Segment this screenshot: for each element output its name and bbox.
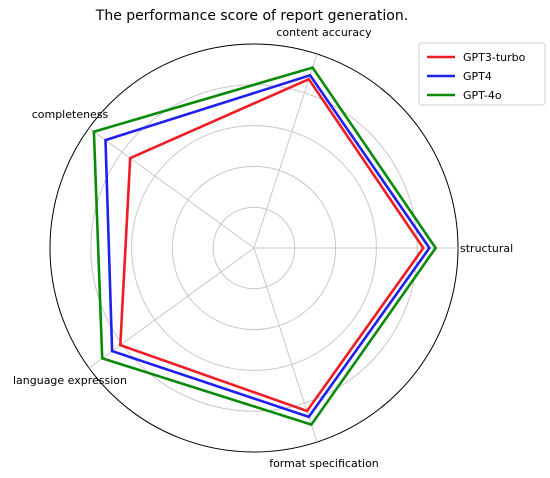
category-label: content accuracy <box>276 26 372 39</box>
series-line <box>92 66 438 427</box>
spoke-line <box>253 247 318 443</box>
category-label: completeness <box>32 108 109 121</box>
legend-label: GPT-4o <box>463 89 502 102</box>
spoke-line <box>253 53 318 249</box>
radar-grid <box>49 43 459 453</box>
category-label: language expression <box>13 374 127 387</box>
legend-frame <box>418 42 546 106</box>
legend-label: GPT3-turbo <box>463 51 526 64</box>
category-label: format specification <box>269 457 379 470</box>
series-line <box>118 77 425 413</box>
spoke-line <box>88 247 255 369</box>
series-line <box>104 73 431 419</box>
category-labels: structural content accuracy completeness la… <box>13 26 513 470</box>
chart-title: The performance score of report generati… <box>95 8 408 24</box>
chart-legend: GPT3-turbo GPT4 GPT-4o <box>418 42 546 106</box>
radar-series <box>92 66 438 427</box>
legend-label: GPT4 <box>463 70 492 83</box>
category-label: structural <box>460 242 513 255</box>
spoke-line <box>88 127 255 249</box>
